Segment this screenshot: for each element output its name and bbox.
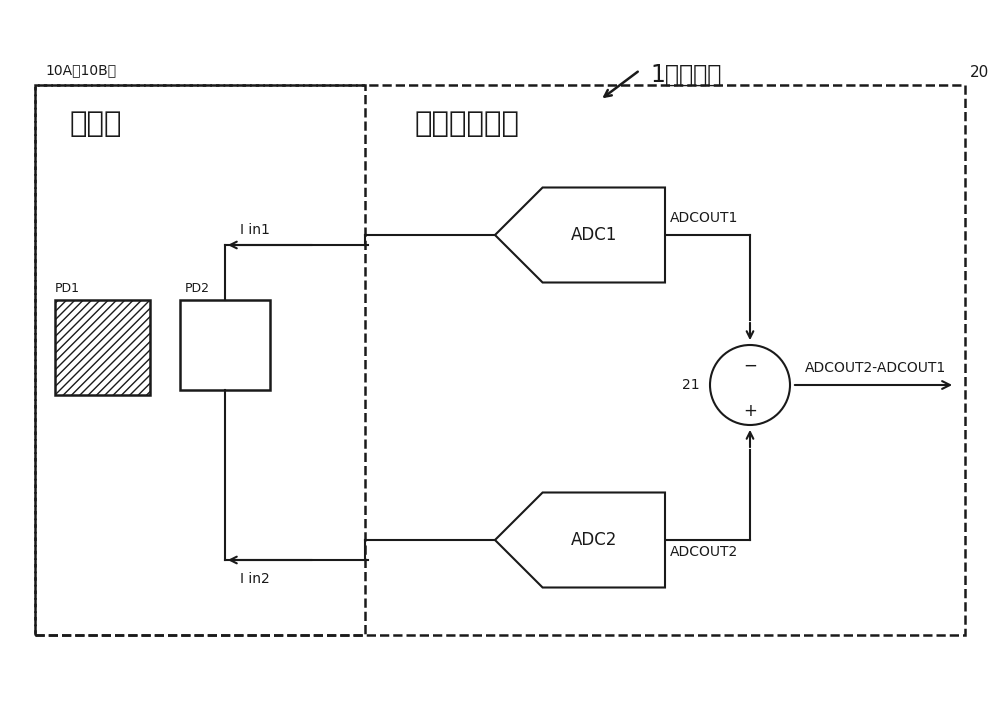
Text: 传感器电路部: 传感器电路部 <box>415 110 520 138</box>
Text: PD2: PD2 <box>185 282 210 295</box>
Bar <box>55 300 150 395</box>
Text: ADC2: ADC2 <box>571 531 617 549</box>
Text: +: + <box>743 402 757 420</box>
Text: PD1: PD1 <box>55 282 80 295</box>
Bar <box>35 85 365 635</box>
Bar <box>180 300 270 390</box>
Text: −: − <box>743 357 757 375</box>
Text: I in2: I in2 <box>240 572 270 586</box>
Text: ADC1: ADC1 <box>571 226 617 244</box>
Bar <box>35 85 965 635</box>
Polygon shape <box>495 493 665 587</box>
Text: ADCOUT1: ADCOUT1 <box>670 211 738 225</box>
Text: ADCOUT2-ADCOUT1: ADCOUT2-ADCOUT1 <box>805 361 946 375</box>
Text: 受光器: 受光器 <box>70 110 122 138</box>
Text: I in1: I in1 <box>240 223 270 237</box>
Circle shape <box>710 345 790 425</box>
Text: 20: 20 <box>970 65 989 80</box>
Text: ADCOUT2: ADCOUT2 <box>670 545 738 559</box>
Text: 10A（10B）: 10A（10B） <box>45 63 116 77</box>
Text: 1：受光部: 1：受光部 <box>650 63 721 87</box>
Text: 21: 21 <box>682 378 700 392</box>
Polygon shape <box>495 188 665 283</box>
